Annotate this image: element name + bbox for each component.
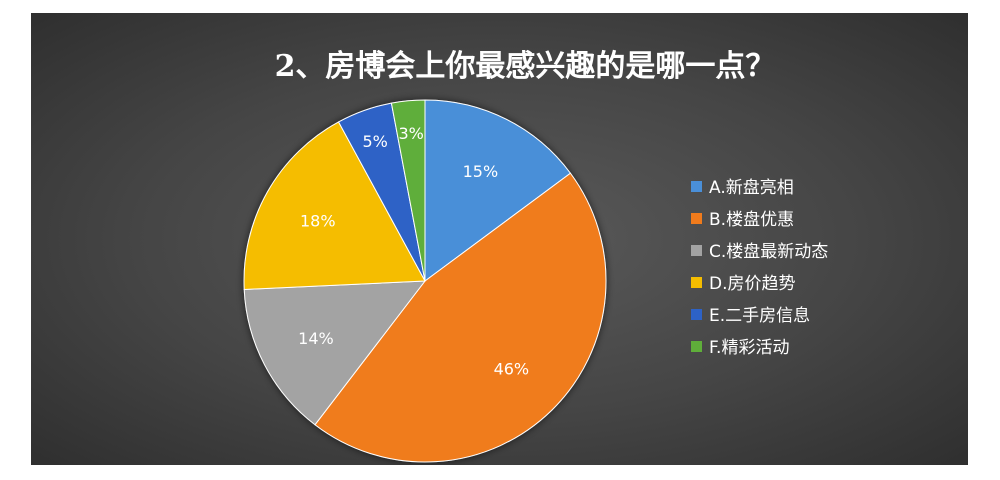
pie-label-a: 15% bbox=[463, 162, 499, 181]
pie-slice-f bbox=[390, 99, 426, 282]
pie-slice-d bbox=[243, 121, 426, 290]
legend-swatch-d bbox=[691, 277, 702, 288]
chart-svg: 2、房博会上你最感兴趣的是哪一点？ 15% 46% 14% 18% 5% 3% A.新盘亮… bbox=[243, 49, 828, 463]
legend-label-a: A.新盘亮相 bbox=[709, 178, 794, 198]
legend-swatch-e bbox=[691, 309, 702, 320]
pie-group bbox=[243, 99, 607, 463]
pie-label-group: 15% 46% 14% 18% 5% 3% bbox=[298, 124, 529, 378]
chart-panel: 2、房博会上你最感兴趣的是哪一点？ 15% 46% 14% 18% 5% 3% A.新盘亮… bbox=[31, 13, 968, 465]
legend-swatch-c bbox=[691, 245, 702, 256]
pie-label-c: 14% bbox=[298, 329, 334, 348]
legend-label-b: B.楼盘优惠 bbox=[709, 210, 794, 230]
legend-swatch-f bbox=[691, 341, 702, 352]
legend-label-d: D.房价趋势 bbox=[709, 274, 796, 294]
legend-swatch-a bbox=[691, 181, 702, 192]
legend-label-e: E.二手房信息 bbox=[709, 306, 810, 326]
legend-swatch-b bbox=[691, 213, 702, 224]
chart-title: 2、房博会上你最感兴趣的是哪一点？ bbox=[275, 49, 776, 84]
pie-label-f: 3% bbox=[398, 124, 423, 143]
pie-label-d: 18% bbox=[300, 212, 336, 231]
legend-label-c: C.楼盘最新动态 bbox=[709, 242, 828, 262]
legend-label-f: F.精彩活动 bbox=[709, 338, 789, 358]
legend: A.新盘亮相 B.楼盘优惠 C.楼盘最新动态 D.房价趋势 E.二手房信息 F.精彩活动 bbox=[691, 178, 828, 358]
pie-slice-a bbox=[424, 99, 572, 282]
pie-label-b: 46% bbox=[494, 360, 530, 379]
pie-slice-b bbox=[314, 172, 607, 463]
pie-slice-c bbox=[243, 280, 427, 426]
pie-label-e: 5% bbox=[363, 132, 388, 151]
